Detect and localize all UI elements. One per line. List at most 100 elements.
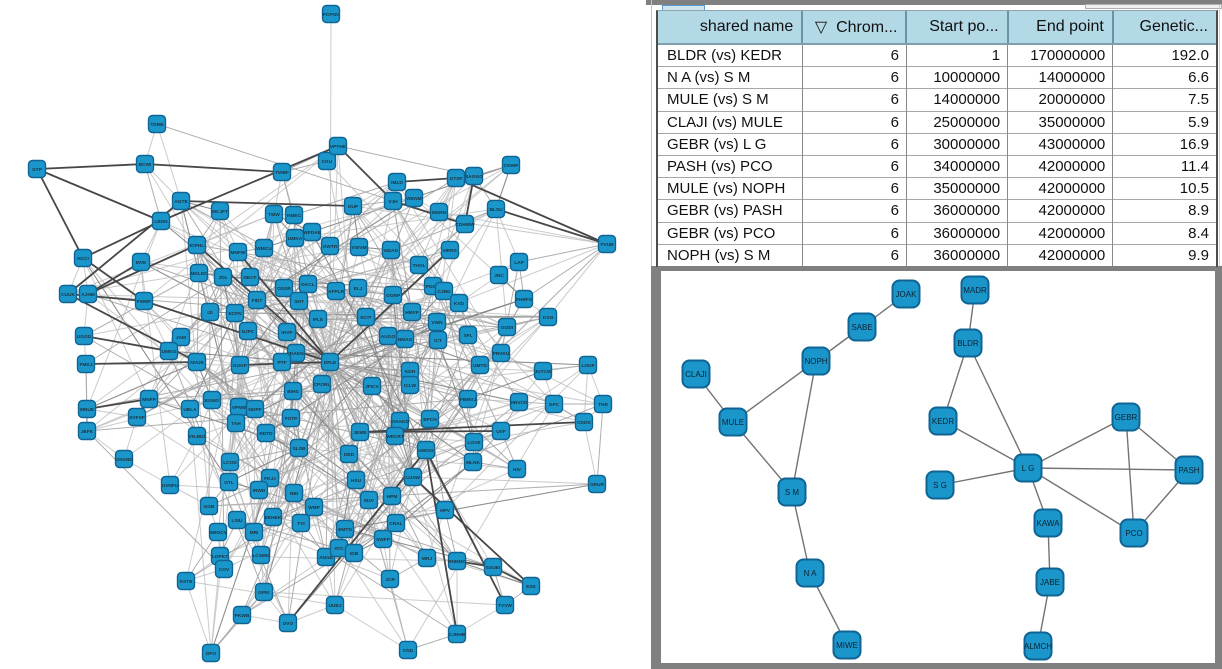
svg-text:LSIU: LSIU — [232, 518, 243, 524]
svg-text:DFLE: DFLE — [324, 360, 337, 366]
svg-text:JEFK: JEFK — [81, 429, 94, 435]
svg-text:FHRFS: FHRFS — [516, 297, 533, 303]
svg-text:MIWE: MIWE — [836, 641, 858, 650]
svg-text:SSUEI: SSUEI — [486, 565, 501, 571]
svg-text:LAP: LAP — [514, 260, 524, 266]
svg-text:IFLE: IFLE — [313, 317, 324, 323]
svg-text:L G: L G — [1022, 464, 1035, 473]
svg-text:S G: S G — [933, 481, 947, 490]
svg-text:HCCI: HCCI — [77, 256, 89, 262]
svg-text:GODI: GODI — [501, 325, 514, 331]
svg-text:HPM: HPM — [387, 494, 398, 500]
svg-text:FKJJ: FKJJ — [264, 476, 276, 482]
svg-text:CRAL: CRAL — [389, 521, 402, 527]
svg-text:ICT: ICT — [434, 338, 442, 344]
svg-text:VPTHK: VPTHK — [330, 144, 347, 150]
svg-text:NDAD: NDAD — [384, 248, 398, 254]
svg-text:AGTE: AGTE — [174, 199, 188, 205]
svg-text:PTF: PTF — [277, 360, 286, 366]
svg-text:CKU: CKU — [322, 159, 333, 165]
svg-text:OSGND: OSGND — [115, 457, 133, 463]
svg-text:IRWD: IRWD — [253, 488, 266, 494]
svg-text:FIDT: FIDT — [252, 298, 263, 304]
svg-text:UJAW: UJAW — [406, 475, 420, 481]
svg-text:JFICV: JFICV — [365, 384, 379, 390]
svg-text:FOTP: FOTP — [285, 416, 299, 422]
svg-text:PDOO: PDOO — [426, 284, 440, 290]
svg-text:PASH: PASH — [1178, 466, 1199, 475]
svg-text:UBLA: UBLA — [183, 407, 197, 413]
svg-text:AUGO: AUGO — [381, 334, 396, 340]
svg-text:WECRT: WECRT — [386, 434, 404, 440]
svg-text:JAM: JAM — [176, 335, 186, 341]
svg-text:LCSMG: LCSMG — [252, 553, 270, 559]
svg-text:LGVE: LGVE — [467, 440, 481, 446]
svg-text:UWOG: UWOG — [418, 448, 434, 454]
svg-text:LBDN: LBDN — [154, 219, 168, 225]
svg-text:FMKJ: FMKJ — [79, 362, 92, 368]
svg-text:ALMCH: ALMCH — [1024, 642, 1052, 651]
svg-text:JCR: JCR — [385, 577, 395, 583]
svg-text:UVNFU: UVNFU — [162, 483, 179, 489]
svg-text:SHT: SHT — [294, 299, 304, 305]
svg-text:SAOGO: SAOGO — [465, 174, 483, 180]
svg-text:EEHEK: EEHEK — [265, 515, 282, 521]
svg-text:DACL: DACL — [301, 282, 314, 288]
svg-text:HPV: HPV — [440, 508, 451, 514]
svg-text:FBMVJ: FBMVJ — [460, 397, 477, 403]
svg-text:TVVW: TVVW — [498, 603, 512, 609]
svg-text:MNUE: MNUE — [80, 407, 95, 413]
svg-text:CJNHB: CJNHB — [449, 632, 466, 638]
svg-text:RCIT: RCIT — [360, 315, 371, 321]
svg-text:HMVF: HMVF — [405, 310, 419, 316]
svg-text:RNNMC: RNNMC — [448, 559, 466, 565]
svg-text:SABE: SABE — [851, 323, 872, 332]
svg-text:IHVP: IHVP — [281, 330, 293, 336]
svg-text:AJNM: AJNM — [81, 292, 95, 298]
svg-text:VWN: VWN — [431, 320, 443, 326]
svg-text:PCO: PCO — [1125, 529, 1142, 538]
svg-text:UUBJ: UUBJ — [328, 603, 341, 609]
svg-text:SVFSF: SVFSF — [129, 415, 145, 421]
svg-text:MRI: MRI — [250, 530, 259, 536]
svg-text:S M: S M — [785, 488, 800, 497]
svg-text:IGB: IGB — [350, 551, 359, 557]
svg-text:MADR: MADR — [963, 286, 987, 295]
svg-text:HIV: HIV — [513, 467, 522, 473]
svg-text:ANGE: ANGE — [319, 555, 334, 561]
svg-text:GPIK: GPIK — [258, 590, 270, 596]
svg-text:JEME: JEME — [353, 430, 367, 436]
svg-text:LOPKT: LOPKT — [212, 554, 228, 560]
svg-text:VPNW: VPNW — [232, 405, 247, 411]
svg-text:NOPH: NOPH — [804, 357, 827, 366]
svg-text:JUTCW: JUTCW — [534, 369, 552, 375]
svg-text:ECFN: ECFN — [228, 311, 242, 317]
svg-text:CDDK: CDDK — [577, 420, 591, 426]
svg-text:TDRB: TDRB — [150, 122, 164, 128]
svg-text:NBI: NBI — [290, 491, 299, 497]
svg-text:JOAK: JOAK — [896, 290, 918, 299]
svg-text:EMTN: EMTN — [338, 527, 352, 533]
svg-text:MULE: MULE — [722, 418, 744, 427]
svg-text:IDAKN: IDAKN — [288, 351, 304, 357]
svg-text:VJH: VJH — [388, 199, 398, 205]
svg-text:JOL: JOL — [218, 275, 227, 281]
svg-text:PRVKU: PRVKU — [493, 351, 510, 357]
svg-text:OGRP: OGRP — [386, 293, 401, 299]
svg-text:THR: THR — [598, 402, 608, 408]
svg-text:UGOD: UGOD — [77, 334, 92, 340]
svg-text:AFPLR: AFPLR — [328, 289, 345, 295]
svg-text:SWFP: SWFP — [376, 537, 391, 543]
svg-text:VWVM: VWVM — [352, 245, 367, 251]
svg-text:UMKA: UMKA — [288, 236, 303, 242]
svg-text:NMOCV: NMOCV — [209, 530, 228, 536]
svg-text:ELJ: ELJ — [354, 286, 363, 292]
svg-text:OUP: OUP — [348, 204, 359, 210]
svg-text:IOPHL: IOPHL — [190, 243, 205, 249]
svg-text:KEDR: KEDR — [932, 417, 954, 426]
svg-text:NVUE: NVUE — [190, 360, 204, 366]
svg-text:WMP: WMP — [308, 505, 321, 511]
svg-text:TAH: TAH — [231, 421, 241, 427]
svg-text:MKLDC: MKLDC — [190, 271, 208, 277]
svg-text:MCJFT: MCJFT — [212, 209, 228, 215]
